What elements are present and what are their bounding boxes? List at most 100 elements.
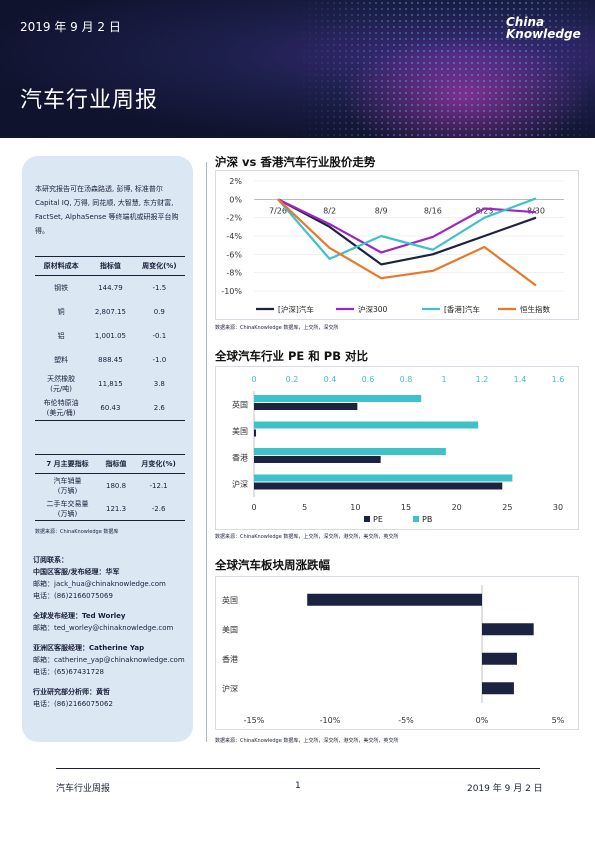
indicators-cell-name: 二手车交易量 (万辆) (35, 497, 100, 521)
chinaknowledge-logo: China Knowledge (506, 15, 581, 41)
materials-cell-change: 0.9 (153, 308, 165, 316)
report-title: 汽车行业周报 (20, 88, 159, 113)
pb-tick-label: 0 (251, 375, 256, 384)
chart1-title: 沪深 vs 香港汽车行业股价走势 (215, 155, 376, 169)
contact-group: 订阅联系： (33, 554, 193, 566)
legend-label: [沪深]汽车 (278, 304, 314, 314)
materials-cell-change: 2.6 (133, 396, 185, 421)
materials-cell-name: 布伦特原油 (美元/桶) (35, 396, 88, 421)
materials-table: 原材料成本 指标值 周变化(%) 钢铁 144.79 -1.5 铜 2,807.15 0.… (35, 256, 185, 421)
category-label: 美国 (222, 624, 238, 634)
materials-header-change: 周变化(%) (133, 256, 185, 276)
x-tick-label: -5% (398, 716, 414, 725)
pe-bar (254, 429, 257, 437)
x-tick-label: 5% (552, 716, 565, 725)
banner-glow (330, 30, 595, 138)
materials-cell-name: 铝 (57, 332, 65, 340)
category-label: 香港 (232, 452, 248, 462)
x-tick-label: -10% (320, 716, 341, 725)
contact-line: 邮箱：ted_worley@chinaknowledge.com (33, 624, 174, 632)
pe-bar (254, 403, 358, 410)
contact-heading: 中国区客服/发布经理：华军 (33, 568, 120, 576)
pe-tick-label: 0 (251, 503, 256, 512)
chart2-frame: 0 0.2 0.4 0.6 0.8 1 1.2 1.4 1.6 0 5 10 15 20 25 30 英国 美国香… (215, 366, 579, 530)
y-tick-label: -8% (226, 269, 242, 278)
sidebar-panel: 本研究报告可在汤森路透, 彭博, 标准普尔 Capital IQ, 万得, 同花… (22, 156, 193, 742)
materials-row: 铜 2,807.15 0.9 (35, 300, 185, 324)
y-tick-label: 0% (229, 195, 242, 204)
legend-label-pb: PB (422, 515, 432, 524)
line-chart: 2% 0% -2% -4% -6% -8% -10% 7/26 8/2 8/9 8/16 8/23 8/… (221, 177, 564, 314)
contact-heading: 亚洲区客服经理：Catherine Yap (33, 644, 145, 652)
pb-tick-label: 0.6 (362, 375, 375, 384)
category-label: 沪深 (222, 683, 238, 693)
legend-swatch-pe (364, 516, 370, 522)
series-line (277, 198, 537, 266)
change-bar (482, 623, 534, 636)
pb-tick-label: 1.6 (552, 375, 565, 384)
contact-line: 邮箱：catherine_yap@chinaknowledge.com (33, 656, 185, 664)
indicators-cell-change: -2.6 (132, 497, 185, 521)
contact-group: 亚洲区客服经理：Catherine Yap 邮箱：catherine_yap@ch… (33, 642, 193, 678)
sidebar-source: 数据来源：ChinaKnowledge 数据库 (35, 529, 119, 535)
chart3-title: 全球汽车板块周涨跌幅 (215, 558, 330, 572)
legend-label: 恒生指数 (520, 304, 550, 314)
materials-row: 铝 1,001.05 -0.1 (35, 324, 185, 348)
chart2-source: 数据来源：ChinaKnowledge 数据库，上交所，深交所，港交所，美交所，… (215, 534, 399, 540)
series-line (277, 197, 537, 261)
pb-tick-label: 1 (441, 375, 446, 384)
x-tick-label: 8/30 (527, 206, 545, 215)
legend-label: [香港]汽车 (444, 304, 480, 314)
pb-bar (254, 474, 513, 482)
legend-label: 沪深300 (358, 304, 388, 314)
y-tick-label: -4% (226, 232, 242, 241)
x-tick-label: 8/23 (475, 206, 493, 215)
pb-bar (254, 448, 446, 455)
indicators-cell-value: 121.3 (99, 497, 133, 521)
pb-tick-label: 1.4 (514, 375, 527, 384)
legend-label-pe: PE (373, 515, 383, 524)
series-line (277, 198, 537, 254)
pe-tick-label: 20 (452, 503, 462, 512)
pe-tick-label: 15 (401, 503, 411, 512)
x-tick-label: 8/9 (375, 206, 388, 215)
category-label: 沪深 (232, 479, 248, 489)
y-tick-label: -6% (226, 250, 242, 259)
materials-row: 塑料 888.45 -1.0 (35, 348, 185, 372)
pb-tick-label: 0.2 (286, 375, 299, 384)
header-banner: 2019 年 9 月 2 日 汽车行业周报 China Knowledge (0, 0, 595, 138)
indicators-table: 7 月主要指标 指标值 月变化(%) 汽车销量 (万辆) 180.8 -12.1 二手车… (35, 454, 185, 521)
category-label: 美国 (232, 426, 248, 436)
x-tick-label: -15% (244, 716, 265, 725)
pe-tick-label: 25 (502, 503, 512, 512)
pe-pb-bar-chart: 0 0.2 0.4 0.6 0.8 1 1.2 1.4 1.6 0 5 10 15 20 25 30 英国美国香… (232, 375, 565, 524)
pb-bar (254, 421, 479, 429)
materials-cell-name: 塑料 (54, 356, 69, 364)
legend-swatch-pb (413, 516, 419, 522)
chart3-frame: -15% -10% -5% 0% 5% 英国 美国 香港 沪深 (215, 576, 579, 730)
page-number: 1 (295, 781, 301, 791)
contact-line: 邮箱：jack_hua@chinaknowledge.com (33, 580, 166, 588)
materials-cell-value: 144.79 (98, 284, 123, 292)
x-tick-label: 8/16 (424, 206, 442, 215)
materials-row: 布伦特原油 (美元/桶) 60.43 2.6 (35, 396, 185, 421)
pe-bar (254, 456, 381, 463)
contact-group: 中国区客服/发布经理：华军邮箱：jack_hua@chinaknowledge.… (33, 566, 193, 602)
category-label: 香港 (222, 654, 238, 664)
chart3-source: 数据来源：ChinaKnowledge 数据库，上交所，深交所，港交所，美交所，… (215, 738, 399, 744)
y-tick-label: -10% (221, 287, 242, 296)
contact-line: 电话：(65)67431728 (33, 668, 104, 676)
contact-line: 电话：(86)2166075062 (33, 700, 113, 708)
footer-divider (56, 768, 540, 769)
materials-header-value: 指标值 (87, 256, 134, 276)
indicators-cell-name: 汽车销量 (万辆) (53, 476, 82, 495)
category-label: 英国 (232, 399, 248, 409)
materials-row: 钢铁 144.79 -1.5 (35, 276, 185, 301)
contact-heading: 订阅联系： (33, 556, 68, 564)
contact-group: 行业研究部分析师：黄哲 电话：(86)2166075062 (33, 686, 193, 710)
intro-text: 本研究报告可在汤森路透, 彭博, 标准普尔 Capital IQ, 万得, 同花… (35, 185, 179, 235)
materials-cell-name: 铜 (57, 308, 65, 316)
materials-cell-change: 3.8 (153, 380, 165, 388)
column-divider (206, 162, 207, 742)
